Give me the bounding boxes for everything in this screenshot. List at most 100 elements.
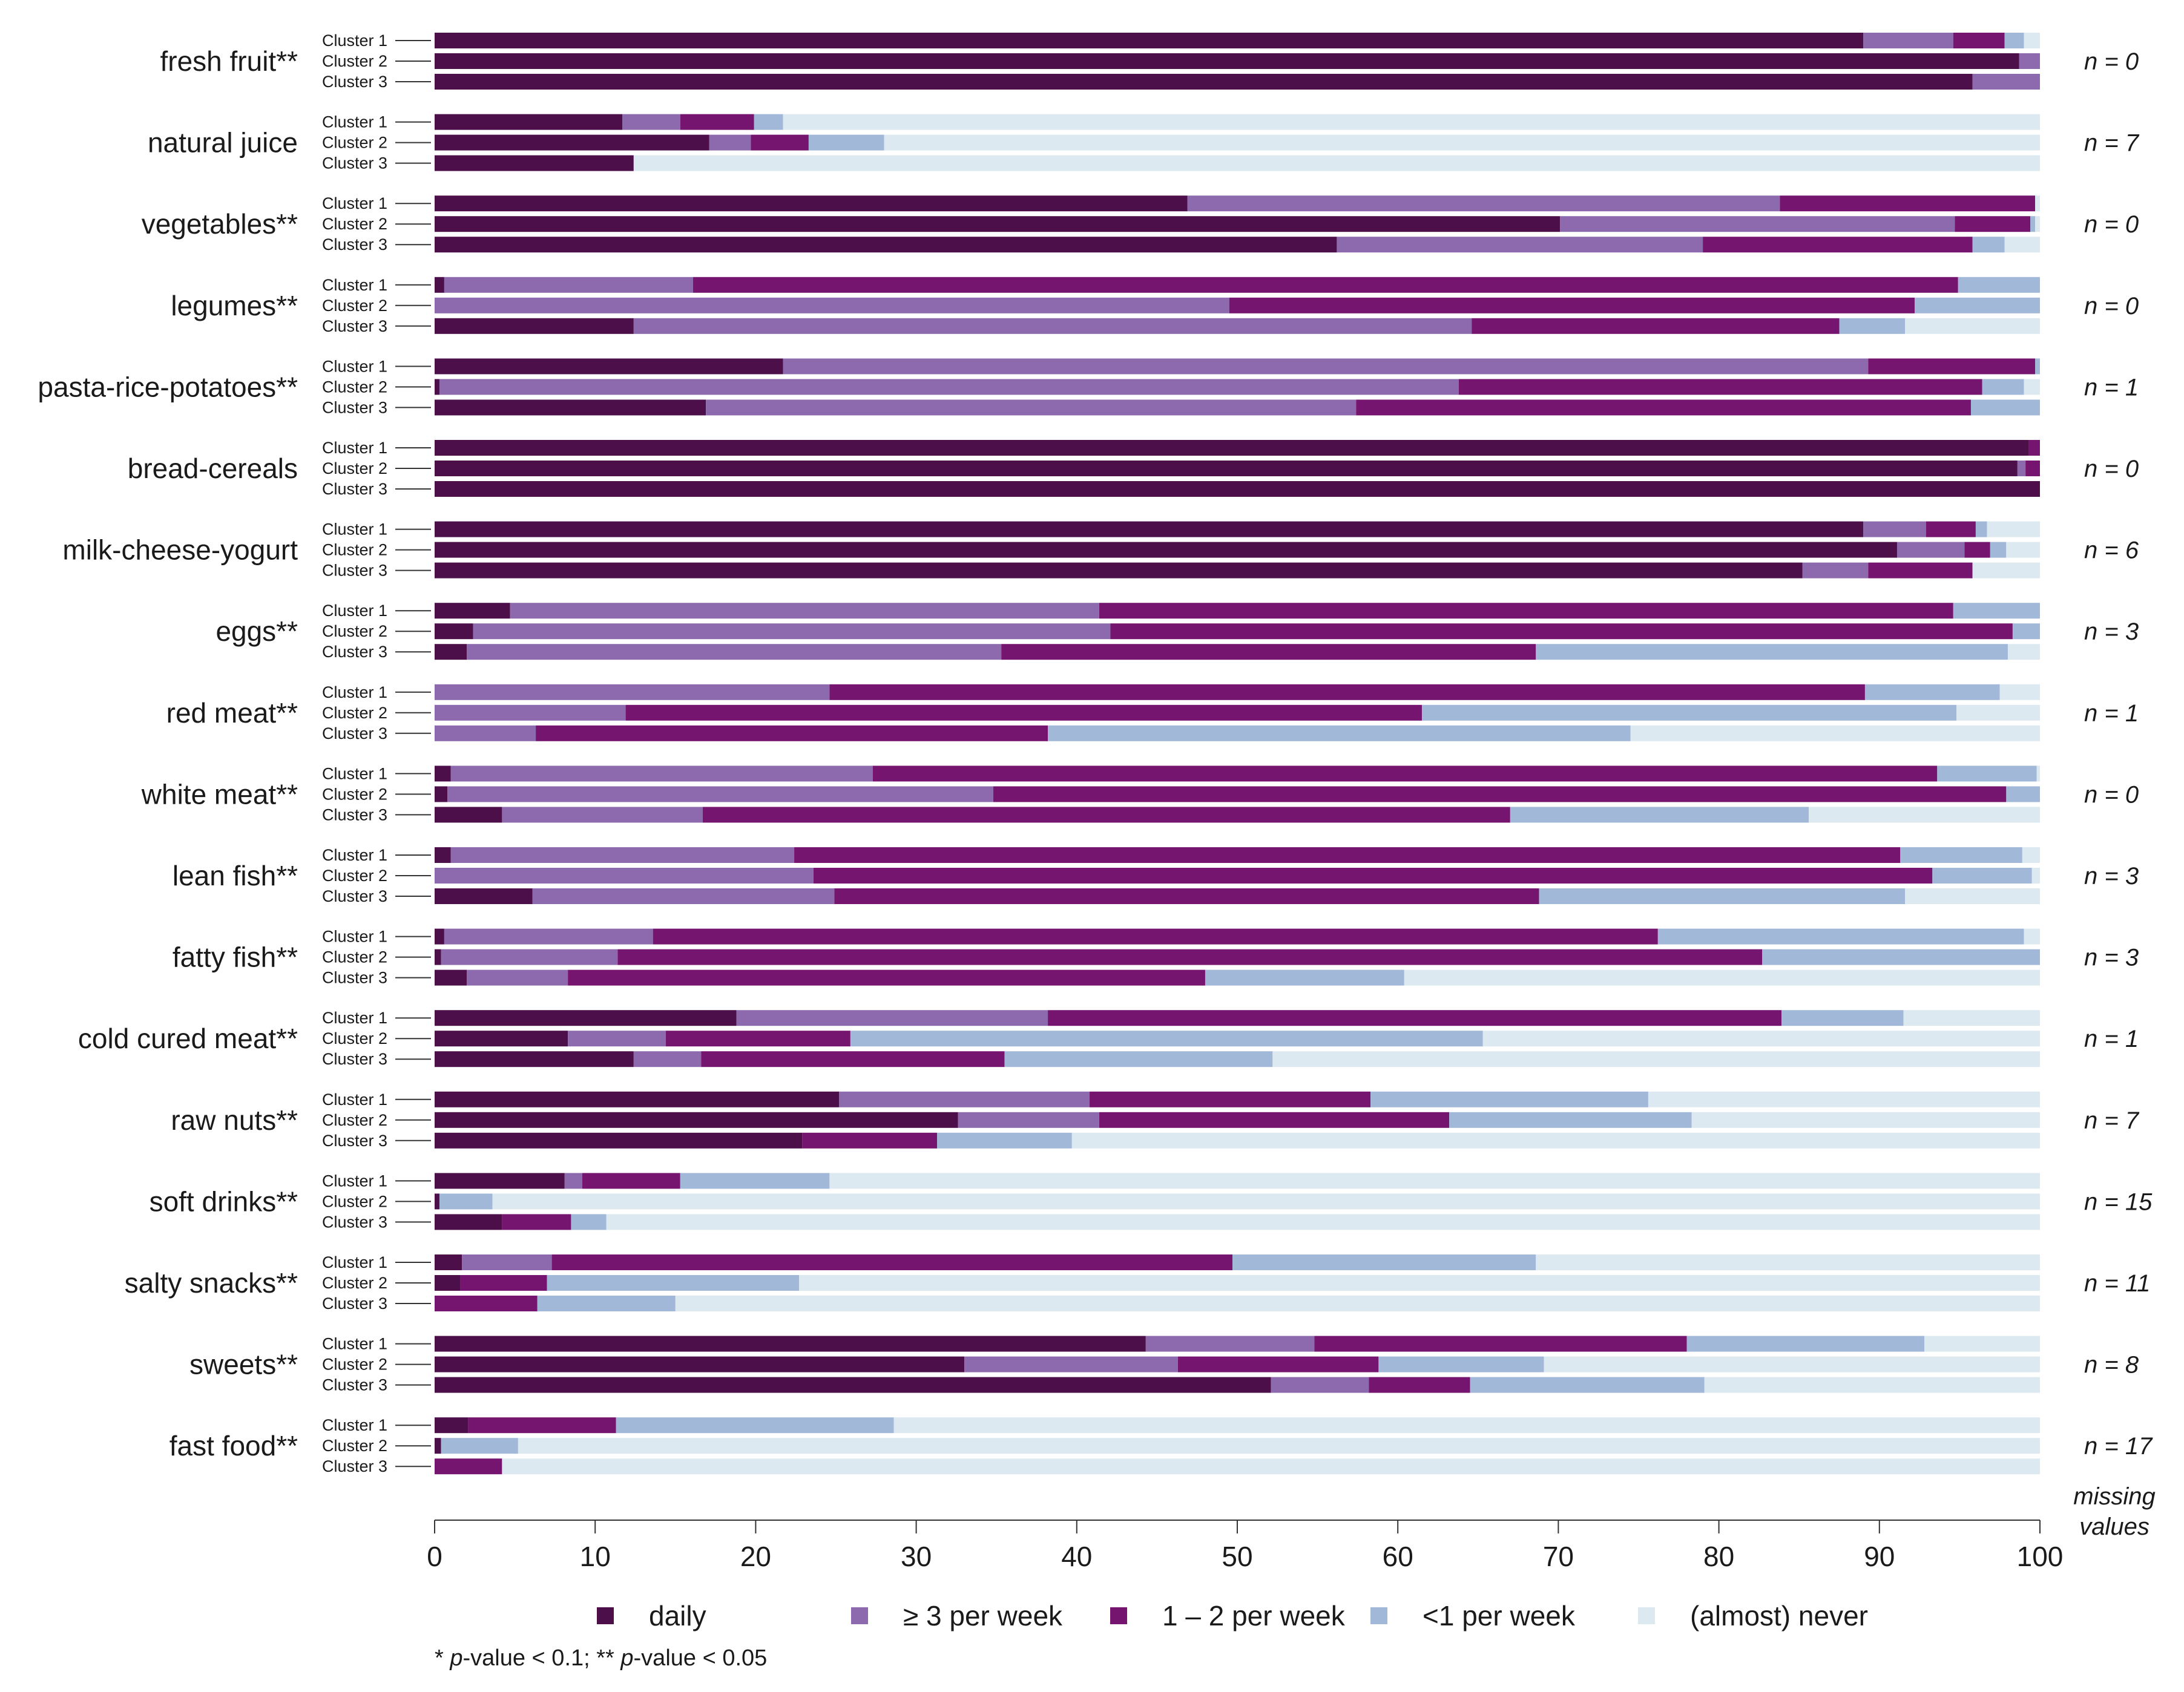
- bar-segment: [1048, 1010, 1782, 1026]
- missing-count: n = 1: [2084, 1026, 2139, 1052]
- bar-segment: [964, 1356, 1178, 1372]
- bar-segment: [850, 1031, 1483, 1047]
- bar-segment: [467, 644, 1002, 660]
- category-label: eggs**: [215, 615, 298, 647]
- bar-segment: [1868, 562, 1973, 579]
- bars-layer: [435, 33, 2041, 1475]
- x-tick-label: 90: [1864, 1541, 1895, 1572]
- bar-segment: [1932, 868, 2032, 884]
- bar-segment: [1839, 318, 1906, 334]
- category-label: lean fish**: [173, 860, 298, 891]
- bar-segment: [751, 134, 809, 151]
- bar-segment: [435, 766, 451, 782]
- legend-label: <1 per week: [1423, 1600, 1576, 1631]
- bar-segment: [1704, 1377, 2040, 1393]
- bar-segment: [993, 786, 2007, 802]
- footnote-part: p: [620, 1645, 633, 1671]
- bar-segment: [625, 704, 1422, 721]
- cluster-label: Cluster 2: [322, 622, 387, 640]
- bar-segment: [1970, 399, 2040, 416]
- bar-segment: [706, 399, 1357, 416]
- bar-segment: [1187, 195, 1780, 212]
- bar-segment: [1536, 1254, 2040, 1270]
- bar-segment: [532, 888, 835, 904]
- bar-segment: [1337, 237, 1703, 253]
- bar-segment: [435, 684, 830, 700]
- bar-segment: [462, 1254, 552, 1270]
- bar-segment: [1099, 603, 1953, 619]
- bar-segment: [444, 277, 693, 293]
- bar-segment: [1271, 1377, 1369, 1393]
- cluster-label: Cluster 3: [322, 643, 387, 661]
- category-label: soft drinks**: [150, 1185, 298, 1217]
- bar-segment: [1539, 888, 1906, 904]
- bar-segment: [435, 53, 2019, 69]
- bar-segment: [1999, 684, 2040, 700]
- category-label: natural juice: [148, 127, 298, 159]
- bar-segment: [1356, 399, 1971, 416]
- bar-segment: [435, 1214, 502, 1230]
- bar-segment: [2035, 195, 2040, 212]
- bar-segment: [680, 1173, 830, 1189]
- bar-segment: [551, 1254, 1233, 1270]
- bar-segment: [633, 155, 2040, 171]
- missing-count: n = 6: [2084, 537, 2139, 564]
- bar-segment: [435, 1010, 737, 1026]
- bar-segment: [1868, 358, 2036, 375]
- category-label: fast food**: [169, 1430, 298, 1461]
- legend-label: ≥ 3 per week: [903, 1600, 1063, 1631]
- legend-swatch: [1110, 1607, 1127, 1624]
- bar-segment: [802, 1132, 938, 1149]
- cluster-label: Cluster 2: [322, 1111, 387, 1129]
- cluster-label: Cluster 3: [322, 154, 387, 172]
- bar-segment: [435, 542, 1897, 558]
- cluster-label: Cluster 3: [322, 805, 387, 824]
- bar-segment: [1953, 603, 2040, 619]
- bar-segment: [447, 786, 993, 802]
- bar-segment: [839, 1091, 1090, 1107]
- x-tick-label: 80: [1703, 1541, 1734, 1572]
- bar-segment: [2030, 216, 2036, 232]
- bar-segment: [1864, 684, 2000, 700]
- bar-segment: [435, 969, 467, 986]
- cluster-label: Cluster 1: [322, 1009, 387, 1027]
- bar-segment: [1975, 521, 1987, 537]
- missing-count: n = 0: [2084, 781, 2139, 808]
- cluster-label: Cluster 1: [322, 276, 387, 294]
- bar-segment: [680, 114, 754, 130]
- bar-segment: [435, 1417, 469, 1434]
- bar-segment: [829, 1173, 2040, 1189]
- legend-label: (almost) never: [1690, 1600, 1868, 1631]
- bar-segment: [473, 623, 1111, 640]
- bar-segment: [435, 623, 473, 640]
- x-tick-label: 20: [740, 1541, 771, 1572]
- bar-segment: [1937, 766, 2037, 782]
- bar-segment: [1232, 1254, 1536, 1270]
- bar-segment: [435, 461, 2018, 476]
- cluster-label: Cluster 2: [322, 459, 387, 477]
- bar-segment: [1953, 33, 2005, 48]
- x-tick-label: 70: [1543, 1541, 1574, 1572]
- cluster-label: Cluster 1: [322, 1335, 387, 1353]
- bar-segment: [435, 1296, 538, 1311]
- bar-segment: [1205, 969, 1404, 986]
- category-label: raw nuts**: [171, 1104, 298, 1136]
- bar-segment: [444, 928, 653, 945]
- bar-segment: [1510, 807, 1809, 823]
- bar-segment: [435, 1438, 441, 1454]
- bar-segment: [1314, 1336, 1687, 1352]
- bar-segment: [435, 888, 533, 904]
- bar-segment: [2004, 33, 2024, 48]
- bar-segment: [460, 1275, 547, 1291]
- bar-segment: [435, 1112, 958, 1128]
- x-tick-label: 10: [580, 1541, 611, 1572]
- missing-count: n = 8: [2084, 1352, 2139, 1379]
- cluster-label: Cluster 2: [322, 704, 387, 722]
- bar-segment: [1905, 888, 2040, 904]
- bar-segment: [1370, 1091, 1648, 1107]
- bar-segment: [2036, 766, 2040, 782]
- category-label: sweets**: [189, 1349, 298, 1380]
- missing-count: n = 11: [2084, 1270, 2150, 1297]
- bar-segment: [439, 379, 1459, 395]
- bar-segment: [1544, 1356, 2040, 1372]
